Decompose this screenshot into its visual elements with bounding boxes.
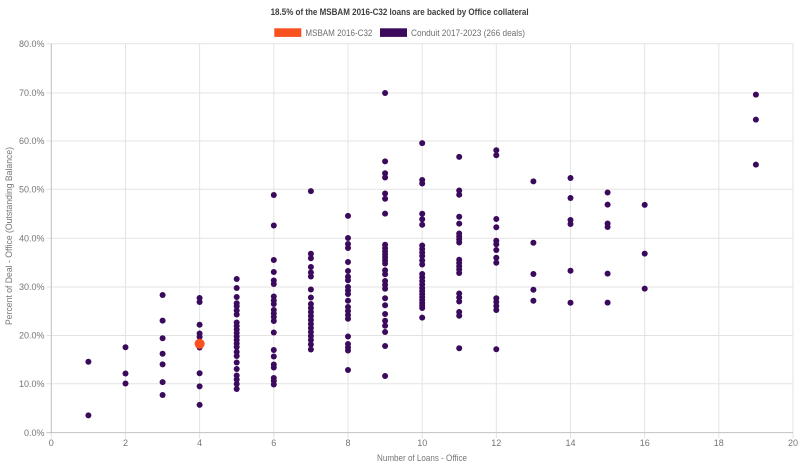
svg-text:12: 12 xyxy=(491,438,501,448)
svg-text:20.0%: 20.0% xyxy=(19,331,45,341)
svg-text:10.0%: 10.0% xyxy=(19,379,45,389)
svg-text:Percent of Deal - Office (Outs: Percent of Deal - Office (Outstanding Ba… xyxy=(4,147,15,325)
svg-text:10: 10 xyxy=(417,438,427,448)
svg-text:Conduit 2017-2023 (266 deals): Conduit 2017-2023 (266 deals) xyxy=(411,28,525,38)
svg-text:30.0%: 30.0% xyxy=(19,282,45,292)
svg-text:18: 18 xyxy=(714,438,724,448)
svg-text:Number of Loans - Office: Number of Loans - Office xyxy=(377,453,467,464)
svg-text:70.0%: 70.0% xyxy=(19,88,45,98)
svg-text:2: 2 xyxy=(123,438,128,448)
svg-text:16: 16 xyxy=(640,438,650,448)
svg-text:MSBAM 2016-C32: MSBAM 2016-C32 xyxy=(305,28,372,38)
svg-text:80.0%: 80.0% xyxy=(19,39,45,49)
svg-text:0.0%: 0.0% xyxy=(24,428,45,438)
svg-text:60.0%: 60.0% xyxy=(19,136,45,146)
svg-text:20: 20 xyxy=(788,438,798,448)
svg-text:0: 0 xyxy=(49,438,54,448)
svg-text:40.0%: 40.0% xyxy=(19,234,45,244)
svg-text:6: 6 xyxy=(271,438,276,448)
svg-text:50.0%: 50.0% xyxy=(19,185,45,195)
svg-text:14: 14 xyxy=(565,438,575,448)
svg-text:18.5% of the MSBAM 2016-C32 lo: 18.5% of the MSBAM 2016-C32 loans are ba… xyxy=(271,7,529,18)
svg-text:8: 8 xyxy=(345,438,350,448)
svg-text:4: 4 xyxy=(197,438,202,448)
